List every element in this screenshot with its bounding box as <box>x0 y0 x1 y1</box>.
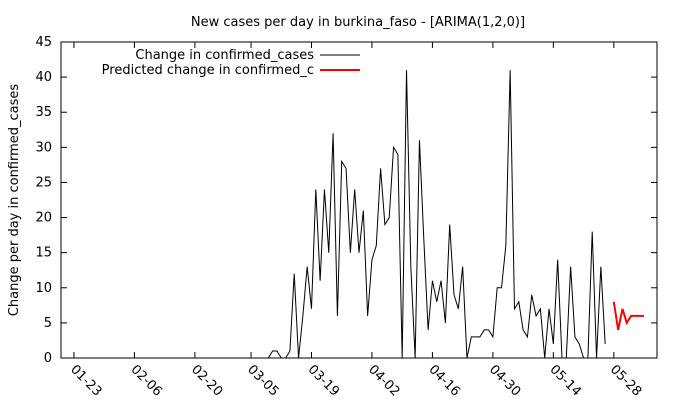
legend-label-actual: Change in confirmed_cases <box>135 48 314 63</box>
y-tick-label: 40 <box>35 70 52 85</box>
y-tick-label: 15 <box>35 246 52 261</box>
y-tick-label: 30 <box>35 140 52 155</box>
y-tick-label: 25 <box>35 175 52 190</box>
chart-title: New cases per day in burkina_faso - [ARI… <box>191 15 525 30</box>
legend-label-predicted: Predicted change in confirmed_c <box>102 63 314 78</box>
x-axis: 01-23 02-06 02-20 03-05 03-19 04-02 04-16 04-30… <box>67 42 644 400</box>
x-tick-label: 03-05 <box>244 362 281 399</box>
y-tick-label: 45 <box>35 35 52 50</box>
y-axis: 0 5 10 15 20 25 30 35 40 45 <box>35 35 657 366</box>
x-tick-label: 05-14 <box>547 362 584 399</box>
x-tick-label: 04-30 <box>486 362 523 399</box>
x-tick-label: 01-23 <box>67 362 104 399</box>
plot-frame <box>60 41 658 359</box>
series-line-actual <box>73 70 606 359</box>
y-tick-label: 20 <box>35 211 52 226</box>
x-tick-label: 05-28 <box>607 362 644 399</box>
y-tick-label: 0 <box>44 351 52 366</box>
x-tick-label: 04-02 <box>365 362 402 399</box>
y-tick-label: 5 <box>44 316 52 331</box>
y-axis-label: Change per day in confirmed_cases <box>7 84 22 317</box>
series-line-predicted <box>612 301 645 331</box>
x-tick-label: 04-16 <box>426 362 463 399</box>
x-tick-label: 02-20 <box>188 362 225 399</box>
series-layer <box>73 70 645 359</box>
legend: Change in confirmed_cases Predicted chan… <box>102 48 360 78</box>
x-tick-label: 02-06 <box>128 362 165 399</box>
y-tick-label: 35 <box>35 105 52 120</box>
x-tick-label: 03-19 <box>305 362 342 399</box>
y-tick-label: 10 <box>35 281 52 296</box>
